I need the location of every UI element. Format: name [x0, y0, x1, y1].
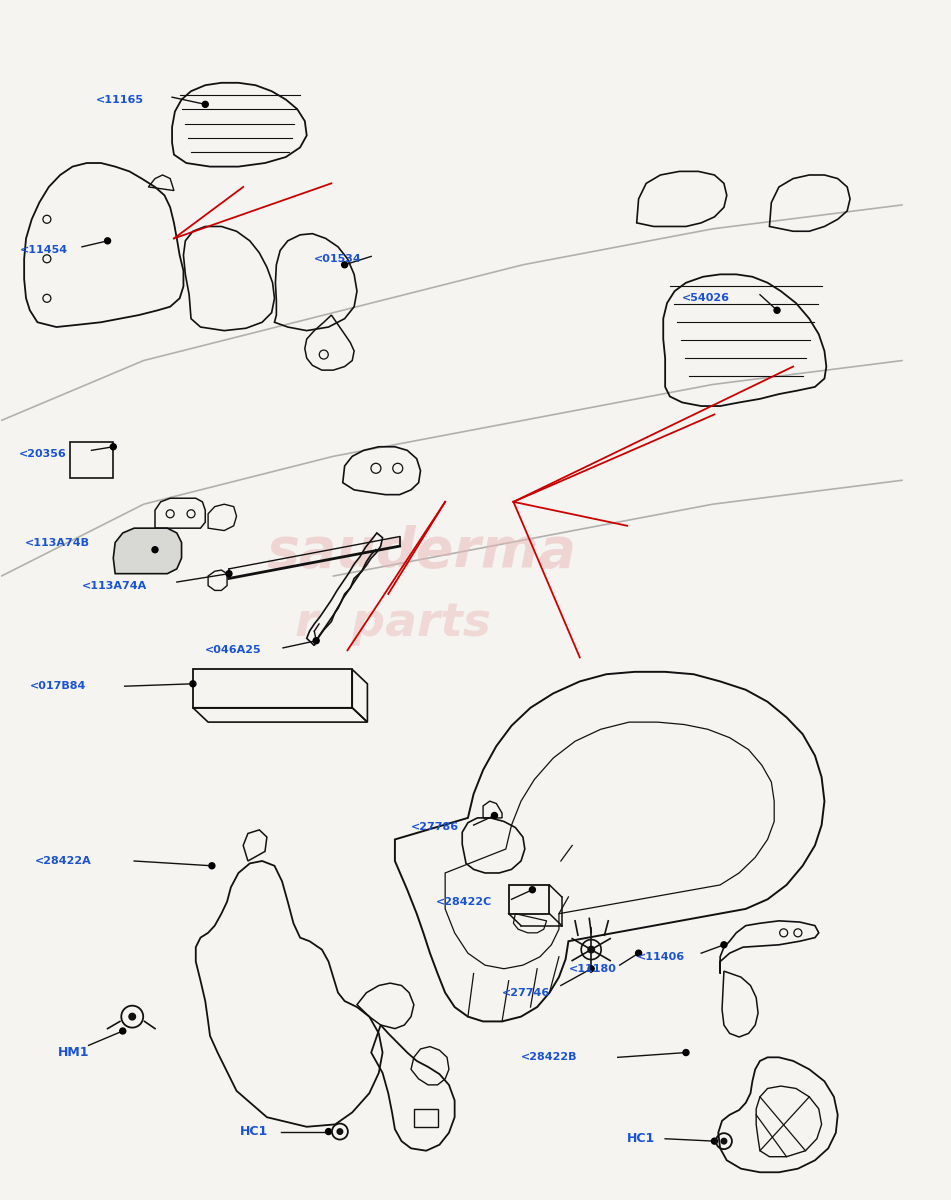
Circle shape [209, 863, 215, 869]
Text: <28422C: <28422C [436, 896, 492, 907]
Text: <54026: <54026 [682, 293, 730, 304]
Circle shape [105, 238, 110, 244]
Circle shape [721, 1138, 728, 1145]
Circle shape [711, 1138, 717, 1144]
Circle shape [774, 307, 780, 313]
Circle shape [203, 101, 208, 107]
Text: <113A74A: <113A74A [82, 581, 147, 590]
Text: <11454: <11454 [20, 246, 68, 256]
Circle shape [587, 946, 595, 954]
Text: HC1: HC1 [241, 1126, 268, 1138]
Text: HM1: HM1 [58, 1046, 89, 1060]
Circle shape [226, 571, 232, 577]
Text: r  parts: r parts [296, 601, 492, 647]
Text: <27746: <27746 [502, 988, 551, 997]
Text: <113A74B: <113A74B [25, 538, 90, 547]
Text: <11180: <11180 [569, 964, 616, 973]
Circle shape [313, 637, 320, 643]
Text: <11406: <11406 [637, 952, 685, 961]
Text: <11165: <11165 [96, 95, 145, 104]
Circle shape [120, 1028, 126, 1034]
Text: <28422B: <28422B [521, 1052, 577, 1062]
Text: <046A25: <046A25 [205, 646, 262, 655]
Circle shape [128, 1013, 136, 1021]
Circle shape [492, 812, 497, 818]
Text: <01534: <01534 [314, 253, 362, 264]
Text: <27786: <27786 [411, 822, 459, 833]
Text: HC1: HC1 [628, 1133, 655, 1145]
Circle shape [325, 1128, 332, 1134]
Text: <20356: <20356 [18, 449, 67, 458]
Text: <017B84: <017B84 [29, 682, 87, 691]
Circle shape [683, 1050, 689, 1056]
Polygon shape [113, 528, 182, 574]
Text: <28422A: <28422A [34, 856, 91, 866]
Circle shape [588, 966, 594, 972]
Circle shape [152, 547, 158, 553]
Circle shape [110, 444, 116, 450]
Circle shape [635, 950, 642, 956]
Text: sauderma: sauderma [267, 526, 577, 580]
Circle shape [530, 887, 535, 893]
Circle shape [341, 262, 348, 268]
Circle shape [721, 942, 727, 948]
Circle shape [190, 680, 196, 686]
Circle shape [337, 1128, 343, 1135]
